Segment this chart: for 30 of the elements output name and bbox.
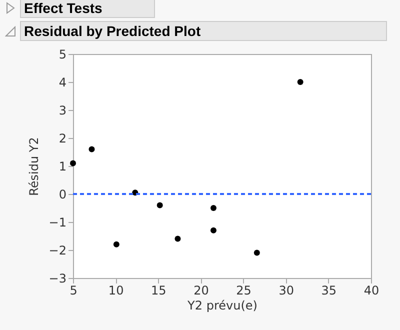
y-tick-label: −3 [48,272,66,286]
x-tick-label: 35 [321,284,337,298]
x-tick-label: 15 [151,284,166,298]
x-tick-label: 10 [108,284,124,298]
y-tick-label: 3 [58,104,66,118]
y-tick-label: −1 [48,216,66,230]
x-tick-label: 20 [194,284,209,298]
x-axis-title: Y2 prévu(e) [186,298,258,312]
x-tick-label: 25 [236,284,252,298]
point [210,227,216,234]
y-tick-label: 0 [58,188,66,202]
x-tick-label: 5 [70,284,78,298]
point [70,160,76,166]
y-tick-label: 5 [58,48,66,62]
point [113,241,120,248]
x-tick-label: 40 [364,284,380,298]
y-tick-label: −2 [48,244,66,258]
y-tick-label: 2 [58,132,66,146]
x-tick-label: 30 [278,284,294,298]
text: Effect Tests [20,0,155,18]
y-tick-label: 4 [58,76,66,90]
y-axis-title: Résidu Y2 [26,137,41,196]
point [297,79,304,85]
point [156,202,163,208]
point [254,250,260,256]
point [88,146,95,152]
point [210,205,216,211]
chart-title: Residual by Predicted Plot [20,21,387,41]
point [174,236,181,242]
y-tick-label: 1 [58,160,66,174]
